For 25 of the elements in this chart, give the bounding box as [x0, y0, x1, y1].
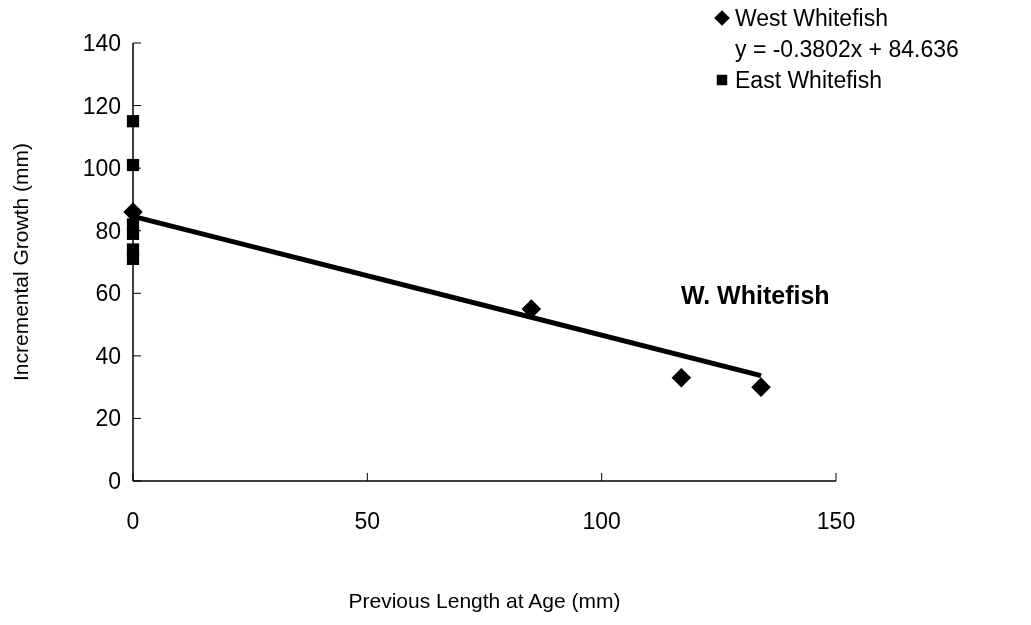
legend-label: East Whitefish: [735, 67, 882, 94]
x-tick-label: 0: [126, 508, 140, 534]
annotation: y = -0.3802x + 84.636: [735, 36, 959, 63]
y-tick-label: 0: [108, 468, 121, 495]
point: [126, 252, 140, 265]
x-axis-title: Previous Length at Age (mm): [348, 589, 621, 612]
y-tick-label: 20: [95, 405, 121, 432]
point: [671, 367, 692, 388]
y-tick-label: 120: [82, 92, 121, 119]
y-tick-label: 80: [95, 217, 121, 244]
point: [126, 115, 140, 128]
annotation: W. Whitefish: [681, 281, 830, 309]
x-tick-label: 100: [582, 508, 621, 534]
y-axis-title: Incremental Growth (mm): [9, 142, 32, 382]
y-tick-label: 100: [82, 155, 121, 182]
point: [126, 158, 140, 172]
y-tick-label: 60: [95, 280, 121, 307]
point: [751, 377, 771, 397]
y-tick-label: 140: [82, 30, 121, 57]
x-tick-label: 150: [816, 508, 856, 534]
x-tick-label: 50: [354, 508, 381, 534]
legend-label: West Whitefish: [735, 5, 888, 32]
y-tick-label: 40: [95, 342, 121, 369]
point: [126, 227, 140, 240]
point: [521, 299, 542, 319]
